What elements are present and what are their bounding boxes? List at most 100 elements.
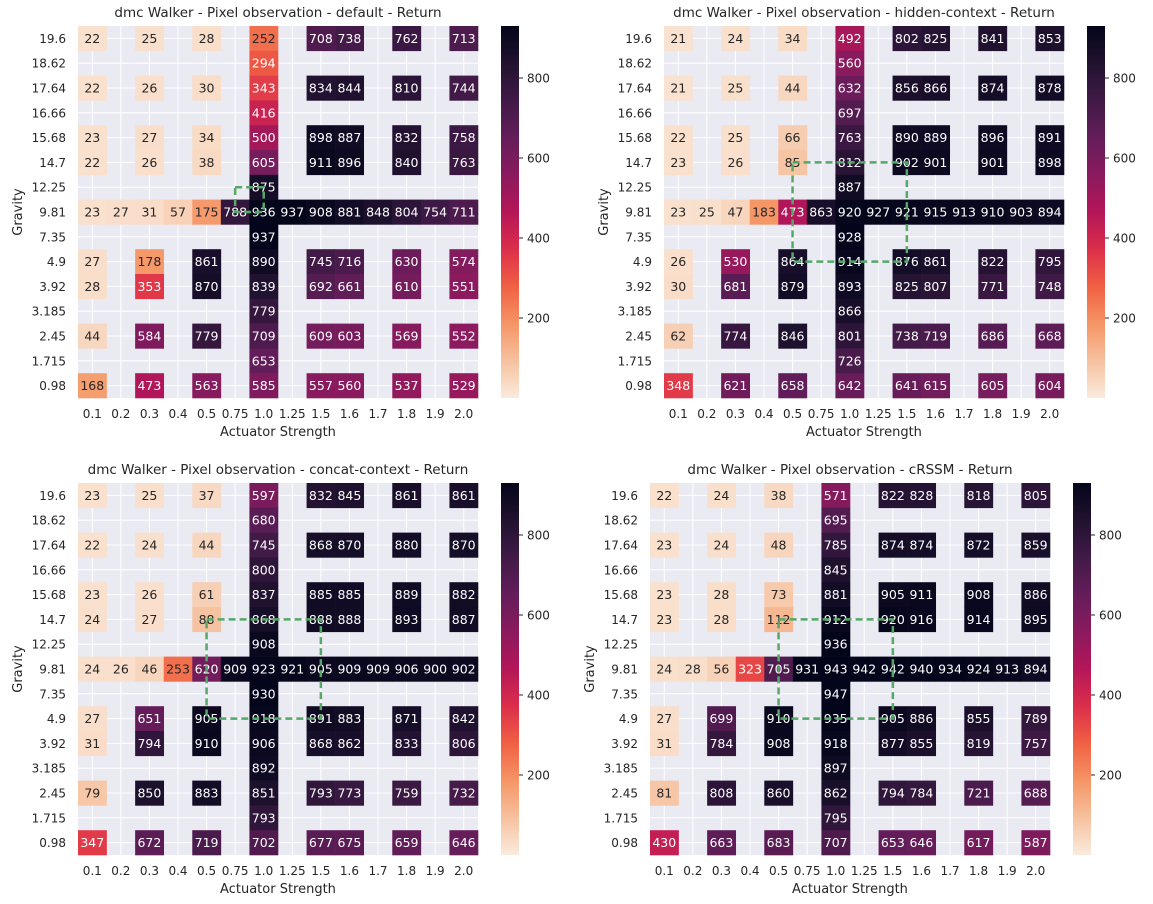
- cell-value-label: 837: [252, 587, 276, 602]
- heatmap-cell: [721, 199, 751, 225]
- cell-value-label: 697: [838, 105, 862, 120]
- heatmap-cell: [306, 26, 336, 52]
- heatmap-panel-1: 22 25 28 252 708 738 762 713 294 22 26 30 343 834 844 8…: [11, 5, 550, 440]
- cell-value-label: 927: [866, 205, 890, 220]
- heatmap-cell: [835, 174, 865, 200]
- cell-value-label: 630: [395, 254, 419, 269]
- heatmap-cell: [78, 656, 107, 682]
- y-tick-label: 7.35: [625, 230, 652, 244]
- x-tick-label: 0.1: [83, 407, 102, 421]
- heatmap-cell: [821, 507, 851, 533]
- heatmap-cell: [664, 199, 693, 225]
- heatmap-cell: [721, 274, 751, 300]
- cell-value-label: 73: [771, 587, 787, 602]
- heatmap-cell: [306, 780, 336, 806]
- heatmap-cell: [249, 582, 279, 608]
- x-tick-label: 0.4: [168, 407, 187, 421]
- x-tick-label: 2.0: [454, 407, 473, 421]
- heatmap-cell: [135, 323, 165, 349]
- cell-value-label: 30: [670, 279, 686, 294]
- cell-value-label: 866: [838, 304, 862, 319]
- cell-value-label: 23: [84, 488, 100, 503]
- cell-value-label: 24: [713, 538, 729, 553]
- cell-value-label: 719: [923, 329, 947, 344]
- cell-value-label: 183: [752, 205, 776, 220]
- cell-value-label: 22: [656, 488, 672, 503]
- heatmap-cell: [192, 532, 222, 558]
- cell-value-label: 810: [395, 81, 419, 96]
- cell-value-label: 683: [767, 835, 791, 850]
- x-tick-label: 0.5: [197, 864, 216, 878]
- heatmap-cell: [392, 26, 422, 52]
- heatmap-cell: [249, 150, 279, 176]
- heatmap-cell: [921, 26, 951, 52]
- cell-value-label: 920: [838, 205, 862, 220]
- cell-value-label: 898: [1038, 155, 1062, 170]
- heatmap-cell: [835, 100, 865, 126]
- cell-value-label: 784: [709, 736, 733, 751]
- x-tick-label: 1.5: [311, 407, 330, 421]
- cell-value-label: 26: [141, 587, 157, 602]
- heatmap-cell: [878, 483, 908, 509]
- y-tick-label: 17.64: [618, 82, 652, 96]
- heatmap-cell: [764, 532, 794, 558]
- cell-value-label: 26: [113, 662, 129, 677]
- heatmap-cell: [821, 755, 851, 781]
- heatmap-cell: [392, 706, 422, 732]
- cell-value-label: 887: [337, 130, 361, 145]
- cell-value-label: 909: [337, 662, 361, 677]
- heatmap-cell: [664, 373, 693, 399]
- heatmap-cell: [835, 75, 865, 101]
- colorbar-tick-label: 400: [1099, 689, 1122, 703]
- cell-value-label: 901: [981, 155, 1005, 170]
- heatmap-cell: [1021, 532, 1051, 558]
- cell-value-label: 883: [337, 711, 361, 726]
- heatmap-cell: [664, 249, 693, 275]
- heatmap-cell: [306, 150, 336, 176]
- cell-value-label: 885: [309, 587, 333, 602]
- cell-value-label: 62: [670, 329, 686, 344]
- y-tick-label: 12.25: [604, 638, 638, 652]
- heatmap-cell: [892, 323, 922, 349]
- heatmap-cell: [1021, 607, 1051, 633]
- heatmap-cell: [392, 125, 422, 151]
- cell-value-label: 702: [252, 835, 276, 850]
- heatmap-cell: [192, 199, 222, 225]
- cell-value-label: 908: [967, 587, 991, 602]
- cell-value-label: 597: [252, 488, 276, 503]
- cell-value-label: 713: [452, 31, 476, 46]
- cell-value-label: 615: [923, 378, 947, 393]
- heatmap-cell: [392, 323, 422, 349]
- heatmap-cell: [449, 780, 479, 806]
- heatmap-cell: [335, 150, 365, 176]
- y-tick-label: 4.9: [47, 712, 66, 726]
- heatmap-cell: [192, 26, 222, 52]
- colorbar-tick-label: 600: [1099, 609, 1122, 623]
- cell-value-label: 868: [309, 736, 333, 751]
- colorbar-tick-label: 600: [527, 152, 550, 166]
- heatmap-cell: [192, 249, 222, 275]
- heatmap-cell: [792, 656, 822, 682]
- cell-value-label: 893: [395, 612, 419, 627]
- cell-value-label: 887: [452, 612, 476, 627]
- heatmap-cell: [135, 373, 165, 399]
- cell-value-label: 537: [395, 378, 419, 393]
- cell-value-label: 28: [713, 612, 729, 627]
- heatmap-cell: [249, 631, 279, 657]
- cell-value-label: 866: [923, 81, 947, 96]
- heatmap-cell: [135, 780, 165, 806]
- cell-value-label: 806: [452, 736, 476, 751]
- heatmap-cell: [721, 249, 751, 275]
- heatmap-cell: [721, 323, 751, 349]
- cell-value-label: 584: [137, 329, 161, 344]
- heatmap-cell: [721, 75, 751, 101]
- heatmap-cell: [392, 532, 422, 558]
- y-tick-label: 16.66: [32, 563, 66, 577]
- heatmap-cell: [135, 582, 165, 608]
- cell-value-label: 915: [923, 205, 947, 220]
- colorbar-tick-label: 200: [1099, 769, 1122, 783]
- heatmap-cell: [392, 731, 422, 757]
- heatmap-cell: [650, 607, 679, 633]
- cell-value-label: 804: [395, 205, 419, 220]
- heatmap-cell: [106, 656, 136, 682]
